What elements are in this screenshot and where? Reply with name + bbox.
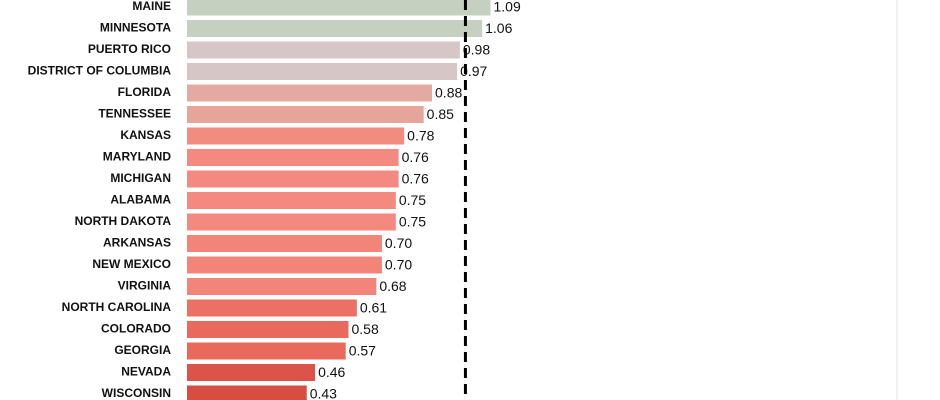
category-label: TENNESSEE — [98, 107, 171, 121]
value-label: 0.46 — [318, 364, 345, 380]
bar — [187, 127, 405, 145]
value-label: 0.76 — [402, 171, 429, 187]
bar — [187, 321, 349, 338]
bar — [187, 299, 357, 317]
bar — [187, 342, 346, 360]
value-label: 1.09 — [493, 0, 520, 15]
bar — [187, 63, 458, 80]
bar — [187, 256, 382, 274]
value-label: 0.76 — [402, 149, 429, 165]
category-label: NORTH DAKOTA — [75, 214, 172, 228]
value-label: 0.85 — [427, 106, 454, 122]
value-label: 0.68 — [379, 278, 406, 294]
bar — [187, 20, 483, 37]
bar — [187, 0, 491, 16]
category-label: KANSAS — [120, 128, 171, 142]
category-label: PUERTO RICO — [88, 42, 171, 56]
value-label: 0.88 — [435, 85, 462, 101]
bar — [187, 213, 396, 231]
bar — [187, 278, 377, 295]
bar — [187, 149, 399, 166]
bar — [187, 192, 396, 209]
bar — [187, 106, 424, 123]
category-label: ALABAMA — [110, 193, 171, 207]
value-label: 0.61 — [360, 300, 387, 316]
bar — [187, 41, 460, 59]
bar — [187, 235, 382, 252]
category-label: MICHIGAN — [110, 171, 171, 185]
value-label: 0.97 — [460, 63, 487, 79]
value-label: 0.78 — [407, 128, 434, 144]
category-label: GEORGIA — [114, 343, 171, 357]
category-label: COLORADO — [101, 322, 171, 336]
bar — [187, 385, 307, 400]
category-label: MARYLAND — [103, 150, 172, 164]
category-label: MINNESOTA — [100, 21, 171, 35]
category-label: DISTRICT OF COLUMBIA — [28, 64, 172, 78]
category-label: FLORIDA — [118, 85, 172, 99]
category-label: WISCONSIN — [102, 386, 171, 400]
value-label: 0.75 — [399, 192, 426, 208]
category-label: NEVADA — [121, 365, 171, 379]
category-label: ARKANSAS — [103, 236, 171, 250]
category-label: VIRGINIA — [118, 279, 172, 293]
value-label: 0.70 — [385, 257, 412, 273]
bar — [187, 364, 316, 381]
category-label: NORTH CAROLINA — [62, 300, 172, 314]
category-label: MAINE — [132, 0, 171, 13]
category-label: NEW MEXICO — [92, 257, 171, 271]
value-label: 0.43 — [310, 386, 337, 400]
value-label: 0.57 — [349, 343, 376, 359]
value-label: 1.06 — [485, 20, 512, 36]
value-label: 0.98 — [463, 42, 490, 58]
value-label: 0.70 — [385, 235, 412, 251]
value-label: 0.58 — [351, 321, 378, 337]
bar — [187, 84, 433, 102]
bar — [187, 170, 399, 188]
value-label: 0.75 — [399, 214, 426, 230]
